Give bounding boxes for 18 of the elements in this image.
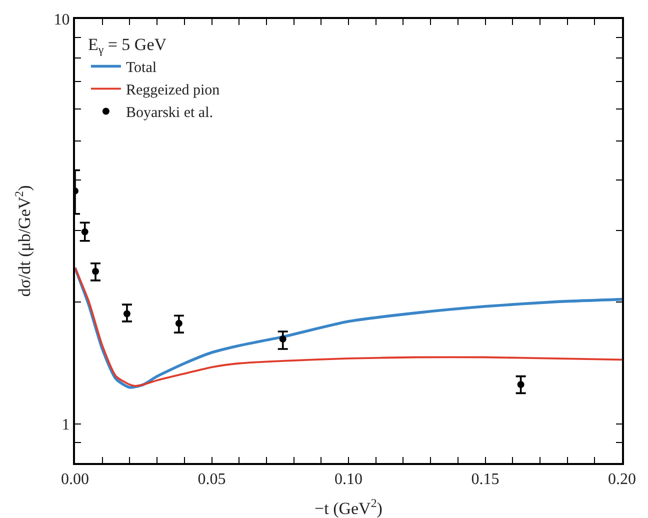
y-tick-label: 1 bbox=[62, 416, 70, 434]
point bbox=[279, 335, 286, 342]
legend-label: Boyarski et al. bbox=[126, 105, 214, 122]
x-tick-label: 0.00 bbox=[61, 471, 89, 488]
x-tick-label: 0.15 bbox=[471, 471, 500, 488]
x-tick-label: 0.05 bbox=[198, 471, 226, 488]
point bbox=[92, 268, 100, 275]
x-tick-label: 0.20 bbox=[608, 471, 636, 488]
legend-label: Reggeized pion bbox=[126, 82, 220, 99]
point bbox=[175, 320, 182, 327]
legend-label: Total bbox=[126, 60, 157, 76]
legend-title: E$_{γ}$ = 5 GeV bbox=[88, 34, 168, 57]
point bbox=[123, 310, 130, 318]
x-tick-label: 0.10 bbox=[334, 471, 362, 488]
x-axis-title: −t (GeV$^{2}$) bbox=[314, 496, 382, 518]
y-tick-label: 10 bbox=[54, 12, 70, 29]
point bbox=[517, 381, 524, 388]
point bbox=[81, 228, 88, 236]
